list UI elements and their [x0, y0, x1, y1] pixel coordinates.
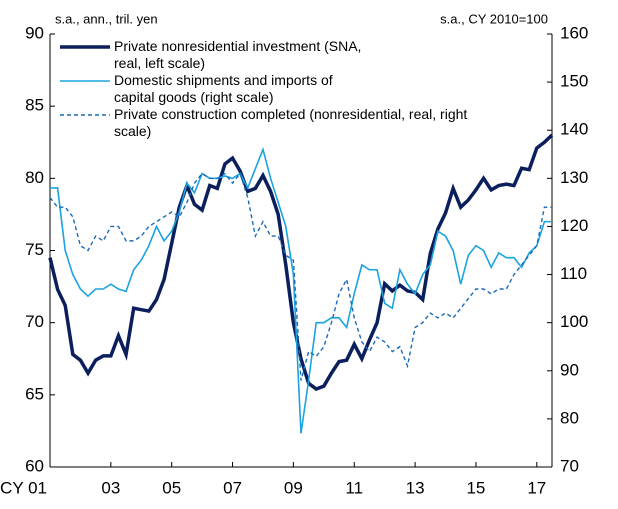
legend-label: Private construction completed (nonresid… [114, 106, 468, 139]
y2-tick-label: 130 [560, 168, 588, 187]
y-tick-label: 60 [25, 456, 44, 475]
legend-entry: Private construction completed (nonresid… [58, 106, 499, 140]
y2-tick-label: 80 [560, 408, 579, 427]
series-line [49, 172, 552, 381]
y2-tick-label: 140 [560, 120, 588, 139]
y2-tick-label: 110 [560, 264, 587, 283]
legend-label: Private nonresidential investment (SNA, … [114, 38, 362, 71]
x-tick-label: 05 [162, 478, 181, 497]
legend-entry: Private nonresidential investment (SNA, … [58, 38, 376, 72]
y-tick-label: 80 [25, 168, 44, 187]
legend: Private nonresidential investment (SNA, … [58, 38, 499, 140]
x-tick-label: 15 [466, 478, 485, 497]
right-axis-note: s.a., CY 2010=100 [440, 11, 548, 26]
y2-tick-label: 70 [560, 456, 579, 475]
y-tick-label: 70 [25, 312, 44, 331]
series-line [50, 146, 552, 434]
x-tick-label: 17 [527, 478, 546, 497]
y2-tick-label: 120 [560, 216, 588, 235]
x-tick-label: CY 01 [0, 478, 47, 497]
legend-swatch [60, 80, 110, 82]
y-tick-label: 85 [25, 96, 44, 115]
x-tick-label: 13 [406, 478, 425, 497]
y2-tick-label: 100 [560, 312, 588, 331]
y2-tick-label: 150 [560, 72, 588, 91]
y-tick-label: 65 [25, 384, 44, 403]
x-tick-label: 03 [101, 478, 120, 497]
x-tick-label: 07 [223, 478, 242, 497]
series-line [48, 133, 554, 392]
legend-swatch [60, 45, 110, 49]
left-axis-note: s.a., ann., tril. yen [55, 11, 158, 26]
legend-swatch [60, 114, 110, 116]
y-tick-label: 75 [25, 240, 44, 259]
x-tick-label: 11 [345, 478, 363, 497]
legend-entry: Domestic shipments and imports of capita… [58, 72, 376, 106]
y2-tick-label: 160 [560, 23, 588, 42]
x-tick-label: 09 [284, 478, 303, 497]
y-tick-label: 90 [25, 23, 44, 42]
legend-label: Domestic shipments and imports of capita… [114, 72, 333, 105]
y2-tick-label: 90 [560, 360, 579, 379]
